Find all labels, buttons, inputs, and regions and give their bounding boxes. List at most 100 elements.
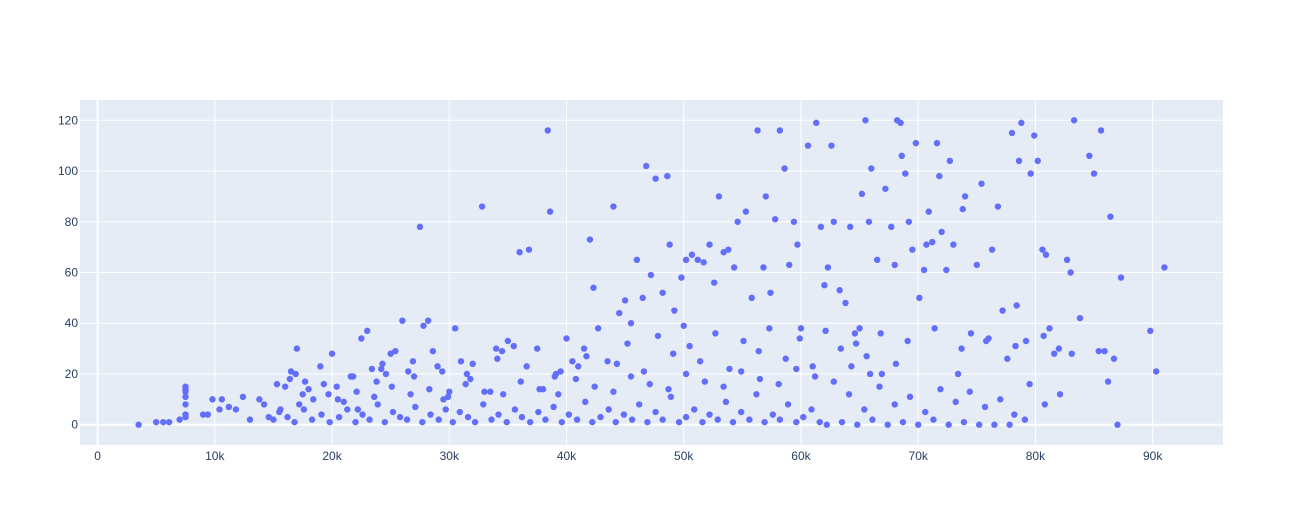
data-point — [669, 350, 677, 357]
data-point — [706, 241, 713, 248]
data-point — [469, 360, 476, 368]
data-point — [613, 360, 621, 368]
data-point — [1027, 170, 1034, 177]
data-point — [542, 416, 549, 423]
data-point — [310, 396, 317, 403]
data-point — [760, 264, 767, 271]
x-tick-label: 30k — [440, 449, 460, 463]
data-point — [761, 418, 768, 426]
data-point — [353, 388, 360, 395]
data-point — [605, 406, 612, 413]
data-point — [405, 368, 412, 375]
data-point — [1095, 347, 1102, 355]
data-point — [368, 365, 376, 373]
data-point — [824, 264, 832, 271]
data-point — [985, 335, 992, 342]
data-point — [260, 401, 268, 408]
data-point — [696, 358, 704, 365]
data-point — [563, 335, 570, 342]
data-point — [597, 413, 604, 421]
data-point — [852, 340, 860, 347]
data-point — [1110, 355, 1118, 362]
data-point — [863, 353, 870, 360]
data-point — [821, 281, 828, 289]
data-point — [960, 418, 968, 426]
data-point — [317, 363, 324, 370]
data-point — [1086, 152, 1093, 160]
data-point — [616, 309, 623, 317]
data-point — [301, 378, 309, 385]
data-point — [1021, 416, 1029, 423]
data-point — [1147, 327, 1154, 335]
data-point — [434, 363, 441, 370]
data-point — [866, 370, 874, 378]
data-point — [292, 370, 299, 378]
data-point — [364, 327, 371, 335]
data-point — [848, 363, 855, 370]
data-point — [873, 256, 881, 264]
data-point — [938, 228, 945, 236]
data-point — [586, 236, 594, 243]
data-point — [182, 383, 189, 390]
data-point — [536, 385, 543, 393]
data-point — [182, 411, 189, 418]
data-point — [793, 418, 800, 426]
data-point — [877, 330, 884, 337]
data-point — [922, 408, 929, 416]
data-point — [467, 375, 474, 383]
data-point — [392, 347, 399, 355]
data-point — [359, 411, 366, 418]
data-point — [320, 380, 328, 388]
data-point — [793, 365, 800, 373]
data-point — [349, 373, 357, 380]
x-tick-label: 0 — [94, 449, 101, 463]
data-point — [868, 165, 875, 172]
data-point — [943, 266, 950, 274]
data-point — [830, 218, 837, 225]
data-point — [945, 421, 952, 428]
data-point — [621, 297, 629, 304]
data-point — [804, 142, 812, 149]
data-point — [464, 413, 472, 421]
data-point — [523, 363, 530, 370]
data-point — [680, 322, 687, 329]
data-point — [813, 119, 820, 127]
data-point — [439, 368, 446, 375]
data-point — [1039, 246, 1046, 253]
data-point — [988, 246, 996, 253]
data-point — [335, 413, 343, 421]
data-point — [396, 413, 404, 421]
data-point — [627, 320, 635, 327]
data-point — [480, 401, 487, 408]
data-point — [256, 396, 263, 403]
data-point — [516, 249, 523, 256]
data-point — [715, 193, 723, 200]
data-point — [861, 406, 868, 413]
data-point — [525, 246, 533, 253]
data-point — [379, 360, 386, 368]
y-tick-label: 60 — [65, 266, 79, 280]
data-point — [753, 391, 760, 398]
data-point — [1026, 380, 1033, 388]
data-point — [371, 393, 378, 401]
data-point — [582, 398, 589, 406]
data-point — [816, 418, 823, 426]
data-point — [997, 396, 1004, 403]
data-point — [897, 119, 904, 127]
data-point — [550, 403, 557, 411]
data-point — [725, 246, 732, 253]
data-point — [589, 418, 596, 426]
y-tick-label: 120 — [58, 113, 78, 127]
data-point — [225, 403, 233, 411]
data-point — [412, 403, 419, 411]
data-point — [776, 416, 784, 423]
data-point — [892, 360, 900, 368]
x-tick-label: 70k — [909, 449, 929, 463]
data-point — [837, 345, 845, 352]
data-point — [633, 256, 641, 264]
data-point — [748, 294, 755, 302]
data-point — [1040, 332, 1047, 340]
data-point — [905, 218, 913, 225]
data-point — [518, 413, 526, 421]
